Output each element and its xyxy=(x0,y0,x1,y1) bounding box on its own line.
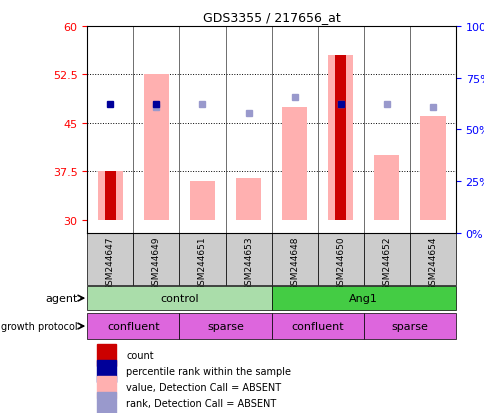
Bar xyxy=(281,107,307,221)
FancyBboxPatch shape xyxy=(179,233,225,285)
Text: GSM244651: GSM244651 xyxy=(197,236,207,290)
Bar xyxy=(235,178,261,221)
FancyBboxPatch shape xyxy=(271,286,455,311)
Text: sparse: sparse xyxy=(207,321,243,331)
FancyBboxPatch shape xyxy=(133,233,179,285)
Bar xyxy=(143,75,169,221)
FancyBboxPatch shape xyxy=(317,233,363,285)
FancyBboxPatch shape xyxy=(409,233,455,285)
Text: value, Detection Call = ABSENT: value, Detection Call = ABSENT xyxy=(126,382,281,392)
Text: percentile rank within the sample: percentile rank within the sample xyxy=(126,366,290,376)
Bar xyxy=(419,117,445,221)
Bar xyxy=(105,172,116,221)
Text: GSM244652: GSM244652 xyxy=(381,236,391,290)
Bar xyxy=(327,56,353,221)
Bar xyxy=(97,360,116,382)
Text: rank, Detection Call = ABSENT: rank, Detection Call = ABSENT xyxy=(126,398,276,408)
Text: sparse: sparse xyxy=(391,321,427,331)
Bar xyxy=(334,56,346,221)
Bar xyxy=(189,182,215,221)
Bar xyxy=(97,344,116,366)
FancyBboxPatch shape xyxy=(363,313,455,339)
Text: GSM244653: GSM244653 xyxy=(243,236,253,290)
Text: growth protocol: growth protocol xyxy=(1,321,77,331)
Bar xyxy=(97,172,123,221)
Bar xyxy=(97,392,116,413)
Text: GSM244649: GSM244649 xyxy=(151,236,161,290)
Text: count: count xyxy=(126,350,153,360)
Text: GSM244648: GSM244648 xyxy=(289,236,299,290)
FancyBboxPatch shape xyxy=(179,313,271,339)
Text: control: control xyxy=(160,293,198,304)
Text: GSM244650: GSM244650 xyxy=(335,236,345,290)
Text: confluent: confluent xyxy=(107,321,159,331)
FancyBboxPatch shape xyxy=(87,313,179,339)
Text: confluent: confluent xyxy=(291,321,343,331)
FancyBboxPatch shape xyxy=(87,233,133,285)
FancyBboxPatch shape xyxy=(87,286,271,311)
FancyBboxPatch shape xyxy=(225,233,271,285)
Text: GSM244647: GSM244647 xyxy=(106,236,115,290)
FancyBboxPatch shape xyxy=(271,233,317,285)
Text: GSM244654: GSM244654 xyxy=(427,236,437,290)
Bar xyxy=(373,156,399,221)
Title: GDS3355 / 217656_at: GDS3355 / 217656_at xyxy=(202,11,340,24)
FancyBboxPatch shape xyxy=(271,313,363,339)
Text: agent: agent xyxy=(45,293,77,304)
Text: Ang1: Ang1 xyxy=(348,293,378,304)
Bar xyxy=(97,376,116,398)
FancyBboxPatch shape xyxy=(363,233,409,285)
